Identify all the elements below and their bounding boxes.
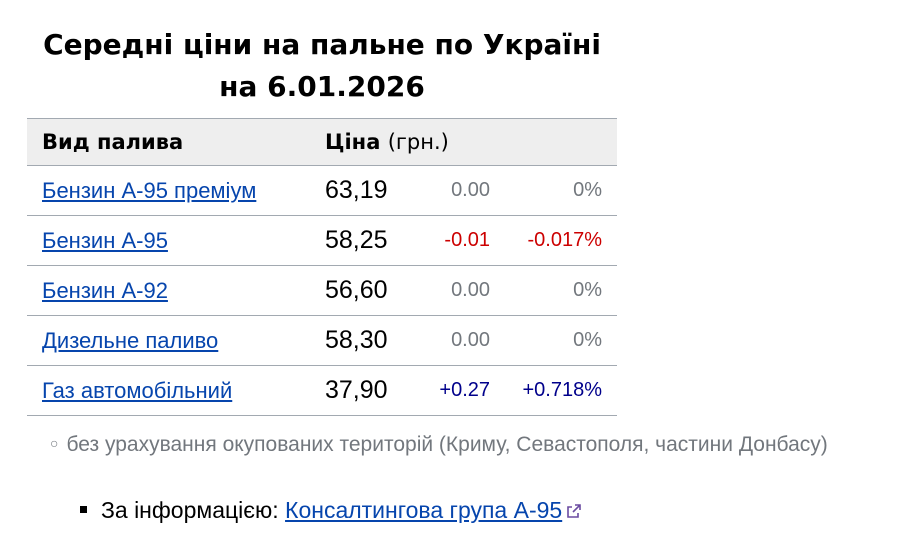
table-row: Газ автомобільний 37,90 +0.27 +0.718% <box>27 365 617 416</box>
price-cell: 56,60 <box>325 265 420 316</box>
table-header-row: Вид палива Ціна (грн.) <box>27 118 617 166</box>
header-price-unit: (грн.) <box>387 130 449 154</box>
source-label: За інформацією: <box>101 497 279 523</box>
change-cell: 0.00 <box>420 315 490 366</box>
header-fuel-type: Вид палива <box>27 118 325 166</box>
page-title: Середні ціни на пальне по Україні на 6.0… <box>27 24 617 108</box>
square-bullet-icon <box>80 506 87 513</box>
percent-cell: +0.718% <box>490 365 617 416</box>
percent-cell: 0% <box>490 265 617 316</box>
table-row: Бензин А-95 преміум 63,19 0.00 0% <box>27 165 617 216</box>
price-cell: 63,19 <box>325 165 420 216</box>
fuel-link[interactable]: Газ автомобільний <box>42 377 233 403</box>
table-row: Бензин А-92 56,60 0.00 0% <box>27 265 617 316</box>
change-cell: +0.27 <box>420 365 490 416</box>
change-cell: 0.00 <box>420 165 490 216</box>
source-link[interactable]: Консалтингова група А-95 <box>285 497 563 523</box>
note-item: ○ без урахування окупованих територій (Кр… <box>50 433 828 457</box>
note-text: без урахування окупованих територій (Кри… <box>66 433 828 456</box>
header-price-label: Ціна <box>325 130 381 154</box>
change-cell: -0.01 <box>420 215 490 266</box>
table-row: Бензин А-95 58,25 -0.01 -0.017% <box>27 215 617 266</box>
source-item: За інформацією: Консалтингова група А-95 <box>80 497 582 525</box>
circle-bullet-icon: ○ <box>50 435 59 451</box>
price-cell: 37,90 <box>325 365 420 416</box>
price-cell: 58,30 <box>325 315 420 366</box>
fuel-name-cell: Газ автомобільний <box>27 365 325 416</box>
table-row: Дизельне паливо 58,30 0.00 0% <box>27 315 617 366</box>
title-line-1: Середні ціни на пальне по Україні <box>43 28 601 61</box>
fuel-name-cell: Бензин А-92 <box>27 265 325 316</box>
percent-cell: 0% <box>490 315 617 366</box>
price-cell: 58,25 <box>325 215 420 266</box>
fuel-link[interactable]: Бензин А-95 преміум <box>42 177 257 203</box>
fuel-name-cell: Дизельне паливо <box>27 315 325 366</box>
external-link-icon[interactable] <box>566 498 582 525</box>
percent-cell: 0% <box>490 165 617 216</box>
fuel-name-cell: Бензин А-95 <box>27 215 325 266</box>
fuel-link[interactable]: Дизельне паливо <box>42 327 219 353</box>
header-price: Ціна (грн.) <box>325 118 617 166</box>
fuel-prices-table: Вид палива Ціна (грн.) Бензин А-95 премі… <box>27 118 617 416</box>
percent-cell: -0.017% <box>490 215 617 266</box>
title-line-2: на 6.01.2026 <box>219 70 425 103</box>
fuel-name-cell: Бензин А-95 преміум <box>27 165 325 216</box>
fuel-link[interactable]: Бензин А-92 <box>42 277 168 303</box>
change-cell: 0.00 <box>420 265 490 316</box>
fuel-link[interactable]: Бензин А-95 <box>42 227 168 253</box>
